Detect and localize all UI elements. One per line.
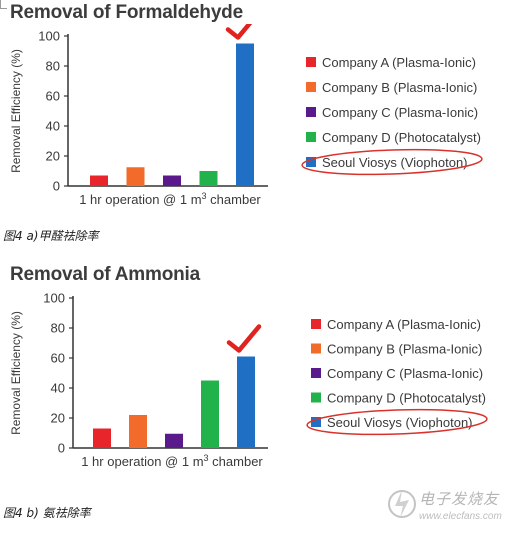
legend-swatch-4 [306,132,316,142]
legend-swatch-2 [306,82,316,92]
legend-highlight-ellipse [306,408,488,436]
y-tick-label: 20 [51,411,65,426]
y-tick-label: 100 [43,291,65,306]
y-tick-label: 60 [51,351,65,366]
legend-label-3: Company C (Plasma-Ionic) [322,105,478,120]
legend-swatch-4 [311,392,321,403]
y-axis-label: Removal Efficiency (%) [9,49,23,173]
y-tick-label: 0 [53,179,60,194]
x-axis-label: 1 hr operation @ 1 m3 chamber [79,191,261,207]
legend-label-1: Company A (Plasma-Ionic) [322,55,476,70]
bar-3 [163,175,181,186]
legend-swatch-3 [311,368,321,378]
watermark-text: 电子发烧友 [419,490,500,508]
legend-label-4: Company D (Photocatalyst) [327,391,486,406]
legend-label-4: Company D (Photocatalyst) [322,130,481,145]
bar-2 [129,415,147,448]
bar-2 [126,167,145,186]
legend-label-5: Seoul Viosys (Viophoton) [322,155,468,170]
bar-4 [199,171,218,186]
watermark-url: www.elecfans.com [419,511,502,522]
legend-swatch-3 [306,107,316,117]
y-tick-label: 80 [51,321,65,336]
corner-mark [0,0,7,9]
bar-4 [201,380,219,448]
bar-5 [236,43,254,186]
legend-label-3: Company C (Plasma-Ionic) [327,366,483,381]
formaldehyde-chart: Removal Efficiency (%) 0 20 40 60 80 100 1 hr o… [9,24,483,207]
legend-swatch-1 [306,57,316,67]
legend-highlight-ellipse [301,148,483,176]
bar-5 [237,356,255,448]
figure-caption-b: 图4 b) 氨祛除率 [3,506,91,520]
checkmark-icon [225,24,253,40]
y-tick-label: 60 [46,89,60,104]
formaldehyde-chart-title: Removal of Formaldehyde [10,2,243,23]
legend-swatch-1 [311,319,321,329]
y-tick-label: 40 [46,119,60,134]
x-axis-label: 1 hr operation @ 1 m3 chamber [81,453,263,469]
y-tick-label: 80 [46,59,60,74]
legend-label-1: Company A (Plasma-Ionic) [327,317,481,332]
legend-swatch-5 [311,417,321,427]
legend-label-2: Company B (Plasma-Ionic) [322,80,477,95]
y-axis-label: Removal Efficiency (%) [9,311,23,435]
legend-swatch-5 [306,157,316,167]
figure-caption-a: 图4 a)甲醛祛除率 [3,229,99,243]
bar-1 [93,428,111,448]
checkmark-icon [226,324,262,353]
bar-1 [90,175,108,186]
y-tick-label: 40 [51,381,65,396]
legend-swatch-2 [311,343,321,354]
legend-label-2: Company B (Plasma-Ionic) [327,342,482,357]
bar-3 [165,433,183,448]
ammonia-chart-title: Removal of Ammonia [10,264,200,285]
legend-label-5: Seoul Viosys (Viophoton) [327,415,473,430]
watermark-logo-icon [388,490,416,518]
y-tick-label: 20 [46,149,60,164]
y-tick-label: 100 [38,29,60,44]
ammonia-chart: Removal Efficiency (%) 0 20 40 60 80 100 1 hr o… [9,291,488,469]
y-tick-label: 0 [58,441,65,456]
